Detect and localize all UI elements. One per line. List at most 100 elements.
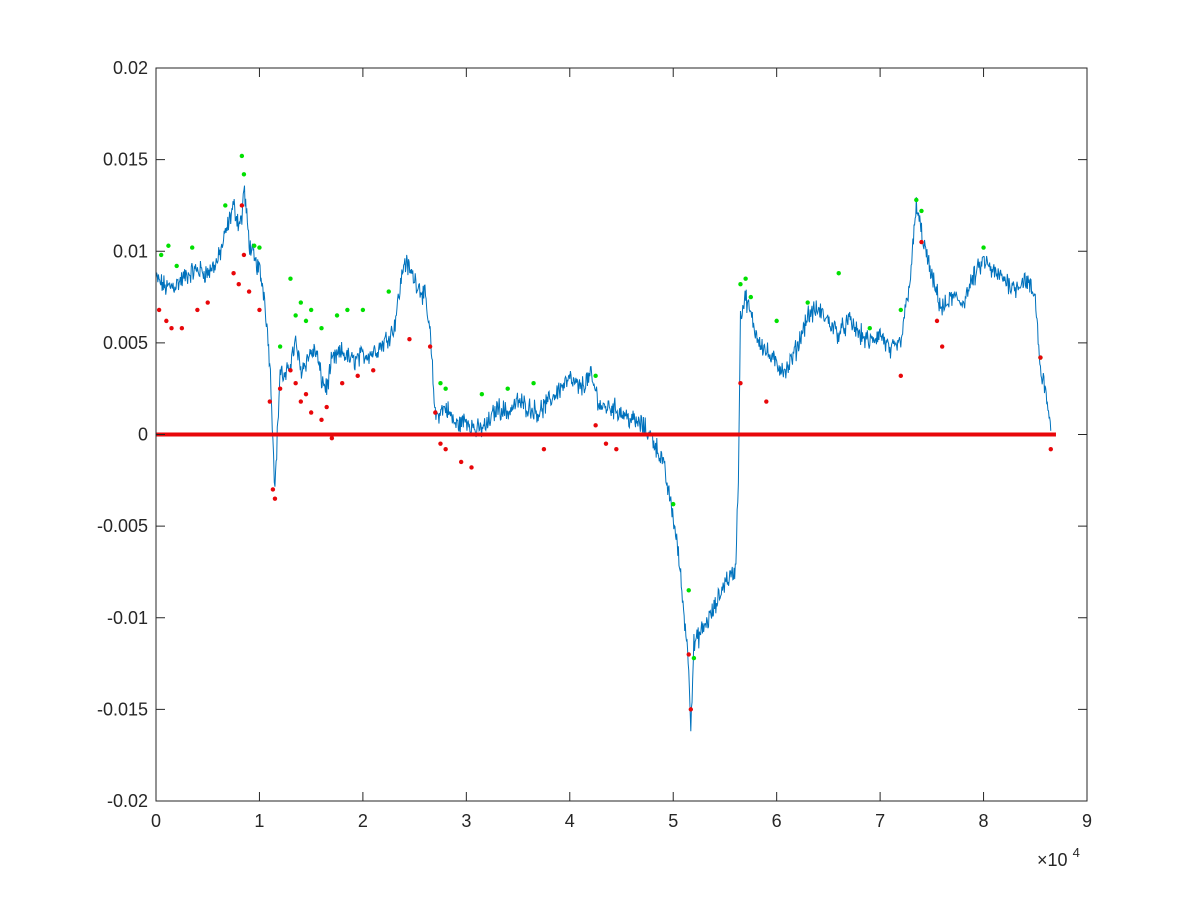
red-marker-point [303,391,309,397]
red-marker-point [319,417,324,423]
red-marker-point [236,282,241,287]
green-marker-point [981,245,986,250]
red-marker-point [241,252,247,258]
x-tick-label: 7 [875,811,885,831]
red-marker-point [688,707,694,712]
red-marker-point [603,441,609,446]
x-tick-label: 0 [151,811,161,831]
red-marker-point [443,446,448,452]
red-marker-point [469,465,474,470]
x-tick-label: 3 [461,811,471,831]
red-marker-point [231,271,236,276]
green-marker-point [360,307,366,313]
red-marker-point [939,344,945,349]
green-marker-point [190,245,195,250]
green-marker-point [531,380,536,386]
green-marker-point [257,245,262,250]
green-marker-point [479,391,485,397]
green-marker-point [438,380,443,386]
red-marker-point [257,307,262,313]
y-tick-label: 0.005 [103,333,148,353]
red-marker-point [1048,446,1053,452]
green-marker-point [443,386,448,391]
y-tick-label: 0.015 [103,150,148,170]
green-marker-point [743,276,748,281]
green-marker-point [308,307,314,313]
green-marker-point [223,203,228,208]
red-marker-point [329,435,335,441]
red-marker-point [270,487,276,492]
y-tick-label: -0.02 [107,791,148,811]
green-marker-point [298,300,304,305]
green-marker-point [239,153,245,159]
x-tick-label: 1 [254,811,264,831]
red-marker-point [1038,355,1043,360]
y-tick-label: -0.01 [107,608,148,628]
green-marker-point [836,271,841,276]
red-marker-point [433,410,438,415]
green-marker-point [288,276,293,281]
red-marker-point [614,446,619,452]
green-marker-point [686,588,691,593]
green-marker-point [593,373,598,379]
green-marker-point [386,289,391,294]
red-marker-point [195,307,200,313]
red-marker-point [267,399,272,404]
green-marker-point [252,243,257,248]
red-marker-point [934,318,940,324]
x-tick-label: 2 [358,811,368,831]
red-marker-point [371,368,376,373]
green-marker-point [241,172,247,177]
green-marker-point [334,313,340,318]
green-marker-point [293,313,298,318]
x-tick-label: 5 [668,811,678,831]
red-marker-point [246,289,252,294]
green-marker-point [174,263,179,269]
red-marker-point [427,344,433,349]
x-tick-label: 8 [979,811,989,831]
green-marker-point [898,307,903,313]
red-marker-point [156,307,162,313]
red-marker-point [438,441,443,446]
green-marker-point [748,294,754,300]
green-marker-point [319,326,324,331]
green-marker-point [166,243,171,248]
red-marker-point [164,318,169,324]
x-tick-label: 6 [772,811,782,831]
red-marker-point [407,337,412,342]
red-marker-point [458,459,464,465]
green-marker-point [738,282,743,287]
y-tick-label: -0.005 [97,516,148,536]
green-marker-point [303,318,309,324]
green-marker-point [345,307,350,313]
y-tick-label: 0 [138,425,148,445]
red-marker-point [541,446,547,452]
x-axis-exponent-label: ×10 4 [1037,845,1080,870]
green-marker-point [691,655,697,661]
red-marker-point [293,380,298,386]
x-tick-label: 9 [1082,811,1092,831]
green-marker-point [158,252,164,258]
y-tick-label: 0.02 [113,58,148,78]
green-marker-point [671,501,676,507]
red-marker-point [205,300,210,305]
green-marker-point [774,318,779,324]
green-marker-point [914,197,919,203]
red-marker-point [179,326,185,331]
red-marker-point [919,239,924,245]
y-tick-label: 0.01 [113,241,148,261]
red-marker-point [272,496,278,501]
y-tick-label: -0.015 [97,699,148,719]
red-marker-point [324,404,329,410]
green-marker-point [805,300,810,305]
data-series-line [156,185,1052,732]
x-tick-label: 4 [565,811,575,831]
red-marker-point [686,652,691,657]
green-marker-point [505,386,510,391]
red-marker-point [288,368,293,373]
red-marker-point [355,373,360,379]
green-marker-point [867,326,872,331]
red-marker-point [308,410,314,415]
red-marker-point [277,386,283,391]
